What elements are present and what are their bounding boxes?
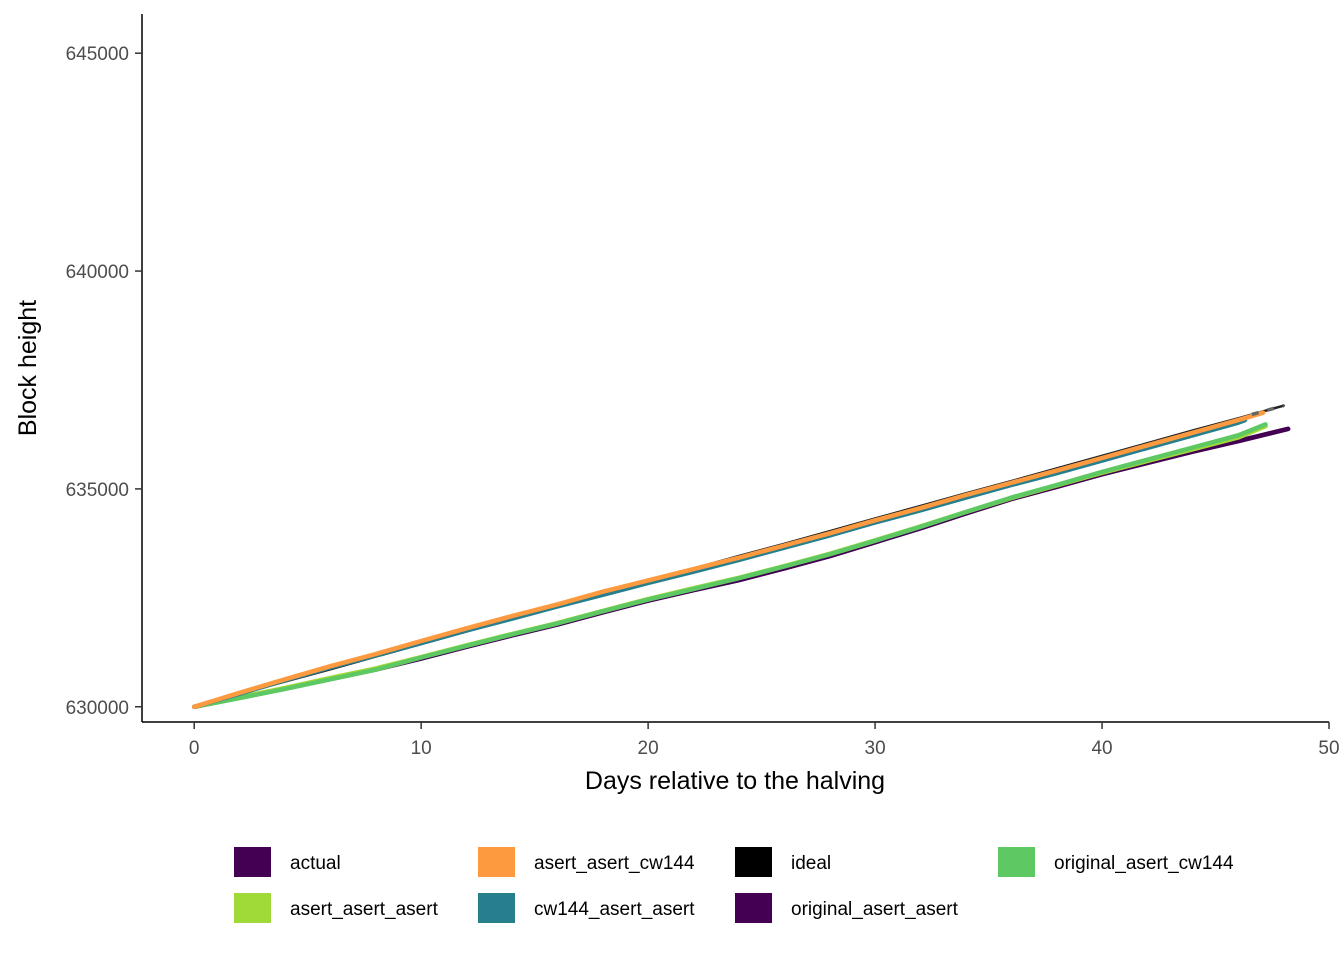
legend-swatch (478, 847, 515, 877)
legend-item-asert-asert-asert: asert_asert_asert (234, 893, 439, 923)
legend-label: asert_asert_cw144 (534, 853, 695, 874)
x-tick-label: 10 (411, 738, 432, 759)
legend-swatch (735, 847, 772, 877)
x-tick-label: 40 (1091, 738, 1112, 759)
series-line-ideal-tail (1251, 403, 1285, 417)
x-axis-ticks: 0 10 20 30 40 50 (189, 722, 1340, 759)
x-axis-title: Days relative to the halving (585, 767, 885, 795)
legend-swatch (998, 847, 1035, 877)
legend-item-asert-asert-cw144: asert_asert_cw144 (478, 847, 695, 877)
legend-swatch (234, 893, 271, 923)
legend-item-original-asert-cw144: original_asert_cw144 (998, 847, 1234, 877)
legend-label: original_asert_asert (791, 899, 959, 920)
legend: actual asert_asert_cw144 ideal original_ase… (234, 847, 1234, 923)
legend-item-cw144-asert-asert: cw144_asert_asert (478, 893, 695, 923)
legend-label: asert_asert_asert (290, 899, 439, 920)
y-tick-label: 640000 (66, 262, 129, 283)
plot-lines (191, 403, 1291, 710)
legend-swatch (478, 893, 515, 923)
legend-label: original_asert_cw144 (1054, 853, 1234, 874)
y-tick-label: 645000 (66, 44, 129, 65)
y-axis-title: Block height (14, 300, 42, 436)
legend-item-ideal: ideal (735, 847, 831, 877)
legend-item-original-asert-asert: original_asert_asert (735, 893, 959, 923)
y-axis-ticks: 630000 635000 640000 645000 (66, 44, 142, 719)
y-tick-label: 635000 (66, 480, 129, 501)
x-tick-label: 50 (1318, 738, 1339, 759)
legend-label: ideal (791, 853, 831, 874)
series-line-asert-asert-asert (191, 423, 1268, 710)
x-tick-label: 30 (865, 738, 886, 759)
legend-label: actual (290, 853, 341, 874)
x-tick-label: 0 (189, 738, 200, 759)
series-line-original-asert-cw144 (191, 422, 1268, 710)
series-line-original-asert-asert (191, 426, 1291, 710)
series-line-asert-asert-cw144 (191, 410, 1266, 710)
x-tick-label: 20 (638, 738, 659, 759)
legend-swatch (735, 893, 772, 923)
legend-item-actual: actual (234, 847, 341, 877)
legend-swatch (234, 847, 271, 877)
legend-label: cw144_asert_asert (534, 899, 695, 920)
y-tick-label: 630000 (66, 698, 129, 719)
